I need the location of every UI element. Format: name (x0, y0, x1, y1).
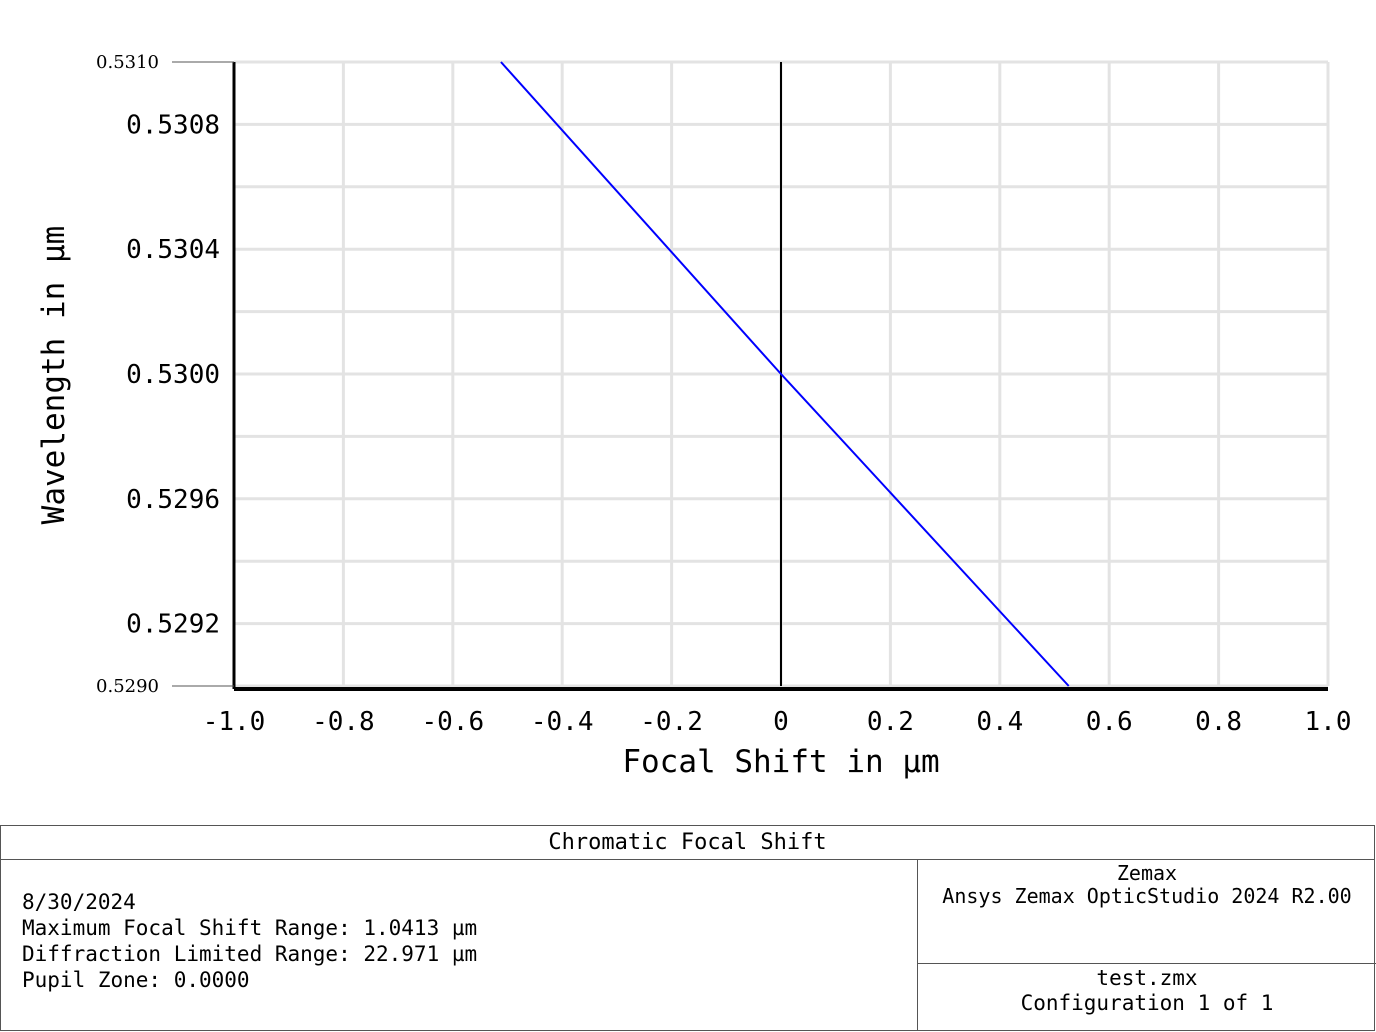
y-tick-label: 0.5308 (126, 110, 220, 140)
file-name-text: test.zmx (1096, 966, 1198, 990)
series-line (500, 61, 1070, 687)
x-tick-label: 1.0 (1305, 707, 1352, 737)
y-tick-label: 0.5304 (126, 235, 220, 265)
x-tick-label: 0.6 (1086, 707, 1133, 737)
file-block: test.zmx Configuration 1 of 1 (918, 964, 1376, 1016)
x-tick-label: -0.6 (421, 707, 484, 737)
info-panel: Chromatic Focal Shift 8/30/2024 Maximum … (0, 825, 1376, 1031)
x-tick-label: -1.0 (203, 707, 266, 737)
chart: -1.0 -0.8 -0.6 -0.4 -0.2 0 0.2 0.4 0.6 0.8 1.0 0.52… (36, 52, 1351, 780)
x-tick-label: -0.8 (312, 707, 375, 737)
y-axis-label: Wavelength in µm (36, 226, 72, 525)
x-axis-label: Focal Shift in µm (622, 744, 939, 780)
analysis-info: 8/30/2024 Maximum Focal Shift Range: 1.0… (22, 889, 477, 993)
panel-title: Chromatic Focal Shift (1, 826, 1374, 860)
software-info: Zemax Ansys Zemax OpticStudio 2024 R2.00… (917, 860, 1376, 1031)
max-focal-shift-text: Maximum Focal Shift Range: 1.0413 µm (22, 916, 478, 940)
x-tick-label: 0 (773, 707, 789, 737)
date-text: 8/30/2024 (22, 890, 136, 914)
y-tick-label: 0.5296 (126, 485, 220, 515)
y-tick-label: 0.5300 (126, 360, 220, 390)
y-end-label: 0.5290 (96, 676, 159, 697)
y-tick-label: 0.5292 (126, 610, 220, 640)
x-tick-label: -0.2 (640, 707, 703, 737)
diffraction-limited-text: Diffraction Limited Range: 22.971 µm (22, 942, 478, 966)
series-layer (500, 61, 1070, 687)
x-tick-label: -0.4 (531, 707, 594, 737)
tick-labels: -1.0 -0.8 -0.6 -0.4 -0.2 0 0.2 0.4 0.6 0.8 1.0 0.52… (96, 52, 1351, 737)
configuration-text: Configuration 1 of 1 (1020, 991, 1274, 1015)
x-tick-label: 0.2 (867, 707, 914, 737)
company-text: Zemax (1116, 861, 1178, 885)
y-end-label: 0.5310 (96, 52, 159, 73)
software-block: Zemax Ansys Zemax OpticStudio 2024 R2.00 (918, 860, 1376, 964)
pupil-zone-text: Pupil Zone: 0.0000 (22, 968, 250, 992)
x-tick-label: 0.4 (976, 707, 1023, 737)
x-tick-label: 0.8 (1195, 707, 1242, 737)
software-text: Ansys Zemax OpticStudio 2024 R2.00 (942, 884, 1352, 908)
